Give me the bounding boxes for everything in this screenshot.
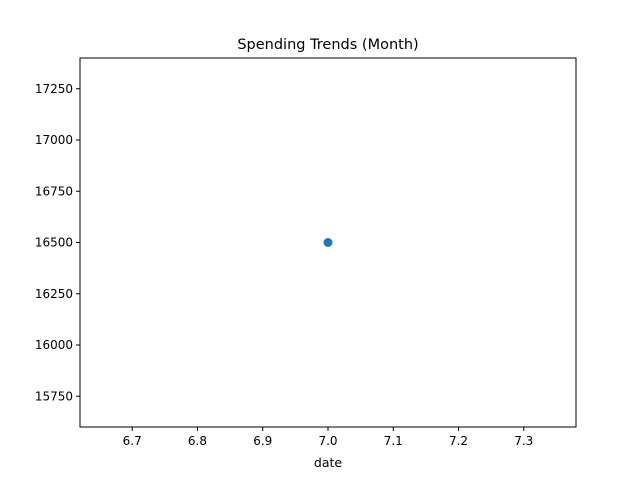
x-tick-label: 7.0 [318, 434, 337, 448]
y-tick-label: 17000 [35, 133, 73, 147]
y-tick-label: 16000 [35, 338, 73, 352]
y-tick-label: 16750 [35, 184, 73, 198]
x-tick-label: 7.2 [449, 434, 468, 448]
y-tick-label: 16500 [35, 236, 73, 250]
x-axis-ticks: 6.7 6.8 6.9 7.0 7.1 7.2 7.3 [123, 427, 533, 448]
y-tick-label: 16250 [35, 287, 73, 301]
x-tick-label: 7.3 [514, 434, 533, 448]
y-tick-label: 15750 [35, 389, 73, 403]
x-tick-label: 6.9 [253, 434, 272, 448]
x-tick-label: 7.1 [384, 434, 403, 448]
x-axis-label: date [314, 455, 342, 470]
y-tick-label: 17250 [35, 82, 73, 96]
y-axis-ticks: 15750 16000 16250 16500 16750 17000 17250 [35, 82, 80, 403]
chart-title: Spending Trends (Month) [237, 37, 418, 53]
data-points [323, 238, 333, 247]
scatter-point [323, 238, 333, 247]
plot-area-frame [79, 57, 577, 428]
x-tick-label: 6.7 [123, 434, 142, 448]
x-tick-label: 6.8 [188, 434, 207, 448]
